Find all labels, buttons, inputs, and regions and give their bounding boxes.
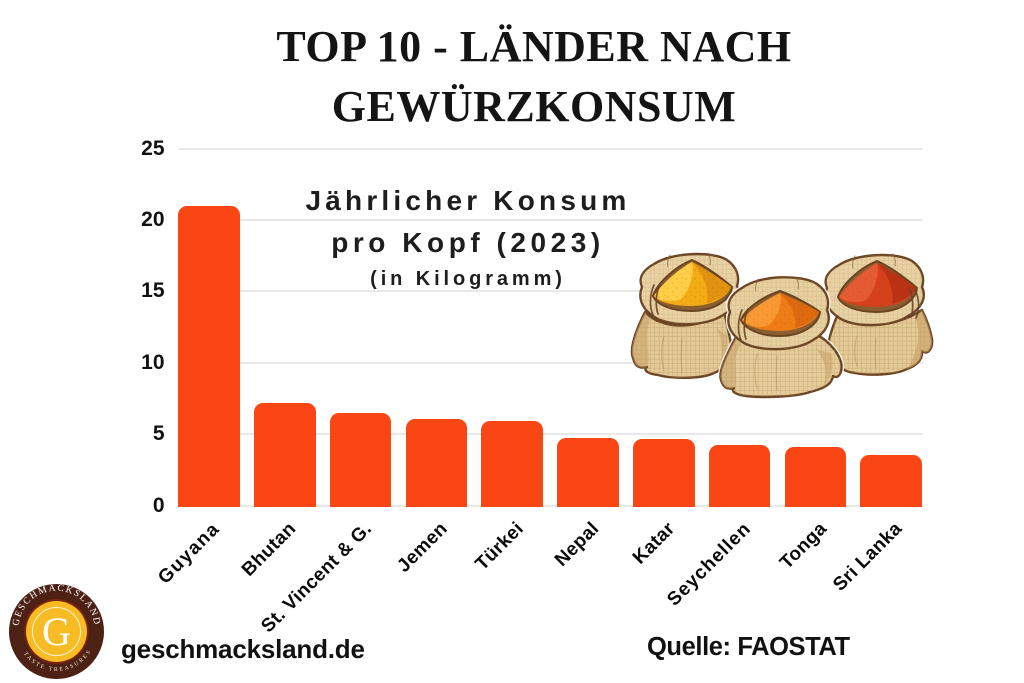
svg-text:G: G: [42, 609, 71, 654]
